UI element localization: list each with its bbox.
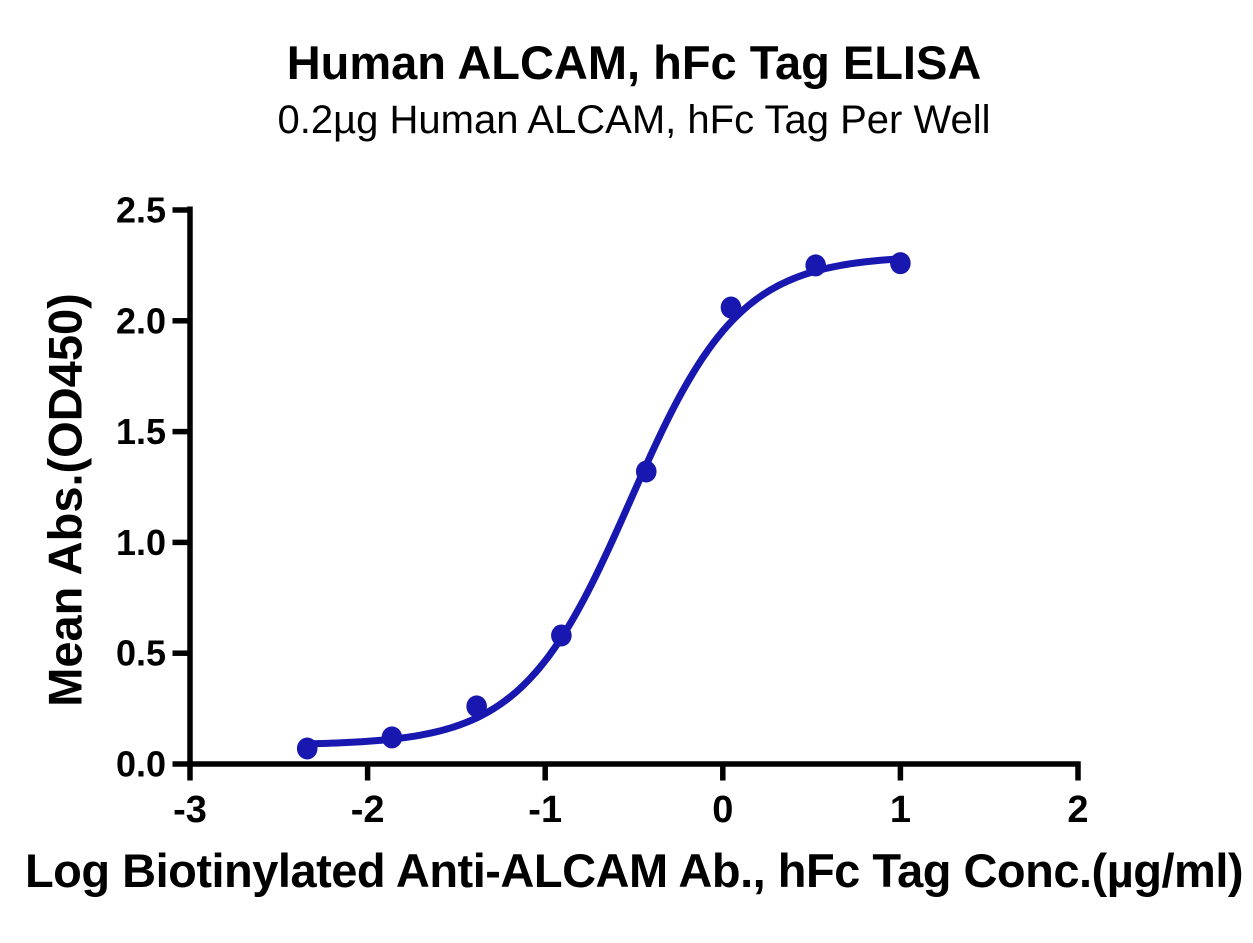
y-tick-label: 1.0	[116, 522, 166, 563]
x-tick-label: 0	[712, 789, 733, 831]
data-point	[381, 726, 403, 749]
chart-subtitle: 0.2µg Human ALCAM, hFc Tag Per Well	[277, 98, 991, 142]
y-tick-label: 1.5	[116, 411, 166, 452]
data-point	[805, 254, 826, 277]
data-point	[635, 460, 657, 483]
x-tick-label: -1	[528, 789, 562, 831]
y-tick-label: 0.5	[116, 633, 166, 674]
y-tick-label: 2.0	[116, 300, 166, 341]
chart-title: Human ALCAM, hFc Tag ELISA	[286, 36, 982, 89]
fit-curve	[303, 255, 904, 748]
x-tick-label: -3	[173, 789, 207, 831]
data-point	[466, 695, 487, 718]
x-tick-label: 1	[890, 789, 911, 831]
x-axis-title: Log Biotinylated Anti-ALCAM Ab., hFc Tag…	[24, 844, 1244, 897]
data-point	[551, 624, 572, 647]
data-point	[890, 252, 911, 275]
x-tick-label: -2	[351, 789, 385, 831]
data-point	[296, 737, 318, 760]
y-tick-label: 2.5	[116, 190, 166, 231]
x-tick-label: 2	[1067, 789, 1088, 831]
y-tick-label: 0.0	[116, 744, 166, 785]
data-point	[720, 296, 742, 319]
y-axis-title: Mean Abs.(OD450)	[38, 293, 92, 707]
